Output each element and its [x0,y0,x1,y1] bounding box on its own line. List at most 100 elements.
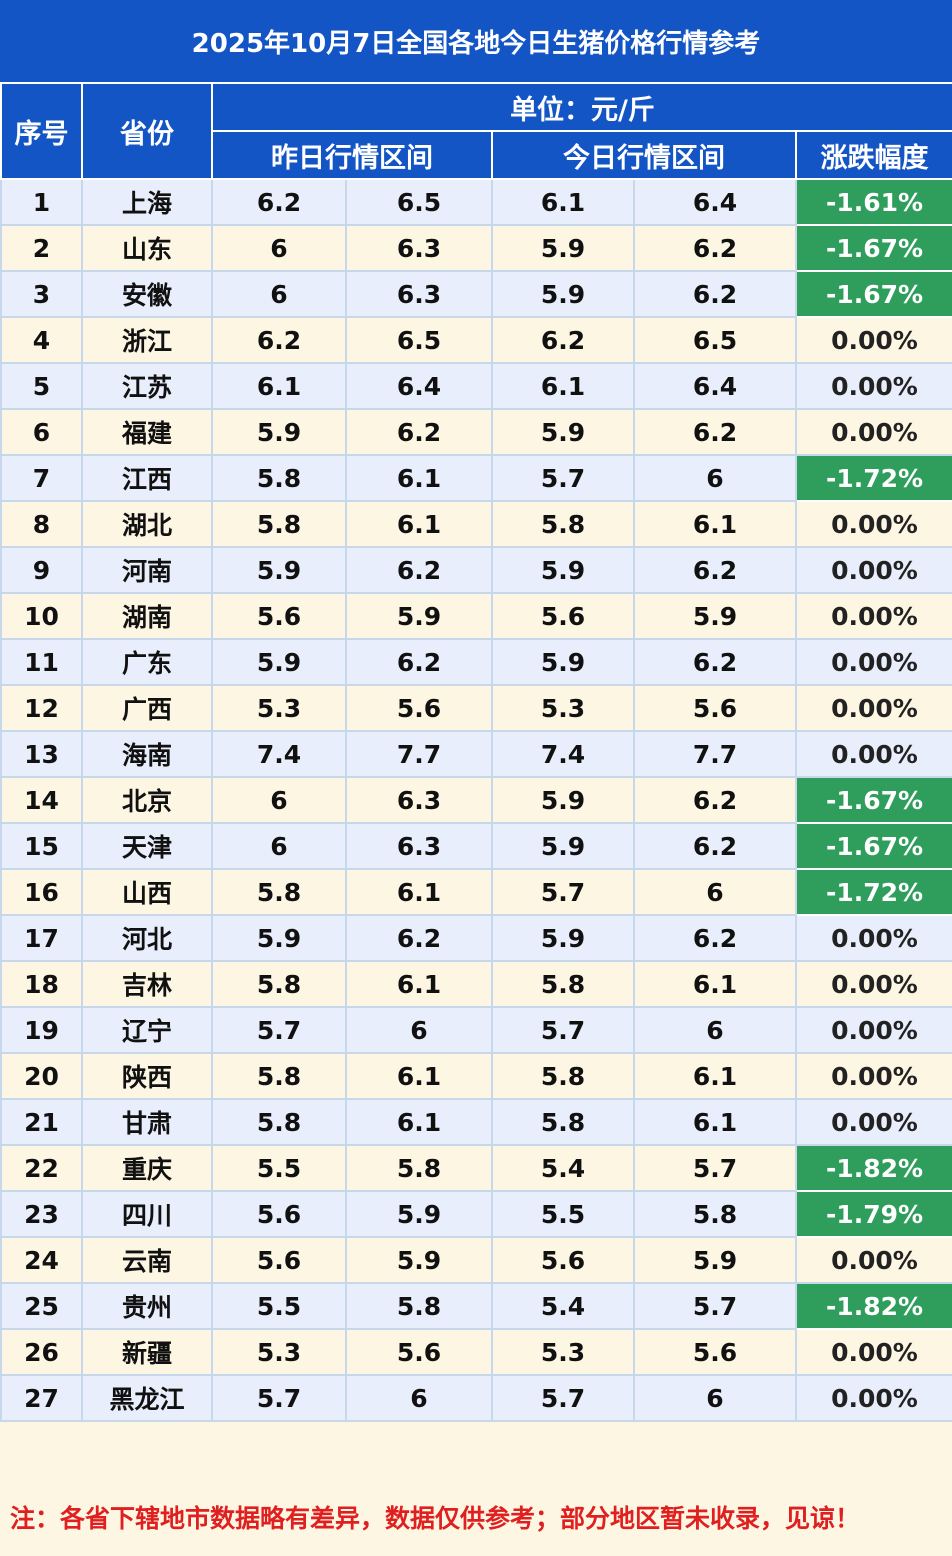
today-high-cell: 5.8 [633,1190,797,1238]
seq-cell: 8 [0,500,83,548]
today-high-cell: 6.2 [633,546,797,594]
today-high-cell: 6.4 [633,178,797,226]
province-cell: 福建 [81,408,213,456]
today-high-cell: 6 [633,1006,797,1054]
today-high-cell: 6.2 [633,270,797,318]
seq-cell: 21 [0,1098,83,1146]
seq-cell: 9 [0,546,83,594]
seq-cell: 26 [0,1328,83,1376]
yesterday-high-cell: 6 [345,1374,493,1422]
today-low-cell: 5.7 [491,454,635,502]
header-seq: 序号 [0,82,83,180]
change-cell: -1.72% [795,454,952,502]
header-yesterday-range: 昨日行情区间 [211,130,493,180]
today-high-cell: 6.1 [633,960,797,1008]
change-cell: 0.00% [795,500,952,548]
table-row: 21 甘肃 5.8 6.1 5.8 6.1 0.00% [0,1098,952,1146]
province-cell: 海南 [81,730,213,778]
today-low-cell: 6.2 [491,316,635,364]
seq-cell: 13 [0,730,83,778]
yesterday-low-cell: 5.8 [211,454,347,502]
table-row: 11 广东 5.9 6.2 5.9 6.2 0.00% [0,638,952,686]
table-row: 23 四川 5.6 5.9 5.5 5.8 -1.79% [0,1190,952,1238]
province-cell: 浙江 [81,316,213,364]
table-row: 20 陕西 5.8 6.1 5.8 6.1 0.00% [0,1052,952,1100]
yesterday-high-cell: 6.1 [345,960,493,1008]
seq-cell: 1 [0,178,83,226]
header-province: 省份 [81,82,213,180]
today-low-cell: 5.3 [491,1328,635,1376]
yesterday-high-cell: 5.6 [345,684,493,732]
table-row: 12 广西 5.3 5.6 5.3 5.6 0.00% [0,684,952,732]
today-low-cell: 5.6 [491,592,635,640]
today-high-cell: 5.7 [633,1144,797,1192]
yesterday-low-cell: 5.8 [211,1098,347,1146]
yesterday-high-cell: 6.4 [345,362,493,410]
yesterday-low-cell: 5.6 [211,1190,347,1238]
seq-cell: 19 [0,1006,83,1054]
today-high-cell: 6.1 [633,1052,797,1100]
today-low-cell: 5.9 [491,408,635,456]
today-high-cell: 5.9 [633,1236,797,1284]
seq-cell: 24 [0,1236,83,1284]
seq-cell: 20 [0,1052,83,1100]
seq-cell: 3 [0,270,83,318]
yesterday-high-cell: 6.3 [345,224,493,272]
today-low-cell: 5.7 [491,1006,635,1054]
seq-cell: 25 [0,1282,83,1330]
change-cell: 0.00% [795,592,952,640]
province-cell: 广西 [81,684,213,732]
yesterday-low-cell: 5.7 [211,1006,347,1054]
seq-cell: 14 [0,776,83,824]
province-cell: 湖北 [81,500,213,548]
seq-cell: 22 [0,1144,83,1192]
change-cell: 0.00% [795,914,952,962]
yesterday-high-cell: 6.3 [345,776,493,824]
today-low-cell: 5.8 [491,500,635,548]
yesterday-low-cell: 6.1 [211,362,347,410]
change-cell: 0.00% [795,1236,952,1284]
province-cell: 新疆 [81,1328,213,1376]
change-cell: 0.00% [795,1098,952,1146]
province-cell: 天津 [81,822,213,870]
today-high-cell: 6.2 [633,638,797,686]
today-low-cell: 5.8 [491,1052,635,1100]
table-row: 10 湖南 5.6 5.9 5.6 5.9 0.00% [0,592,952,640]
change-cell: 0.00% [795,960,952,1008]
yesterday-low-cell: 5.6 [211,592,347,640]
page-title: 2025年10月7日全国各地今日生猪价格行情参考 [0,0,952,82]
table-row: 26 新疆 5.3 5.6 5.3 5.6 0.00% [0,1328,952,1376]
today-low-cell: 5.7 [491,868,635,916]
province-cell: 吉林 [81,960,213,1008]
seq-cell: 27 [0,1374,83,1422]
yesterday-high-cell: 6.2 [345,408,493,456]
province-cell: 黑龙江 [81,1374,213,1422]
yesterday-high-cell: 7.7 [345,730,493,778]
today-low-cell: 5.6 [491,1236,635,1284]
yesterday-low-cell: 6.2 [211,178,347,226]
table-row: 17 河北 5.9 6.2 5.9 6.2 0.00% [0,914,952,962]
seq-cell: 2 [0,224,83,272]
change-cell: -1.67% [795,776,952,824]
price-table: 序号 省份 单位：元/斤 昨日行情区间 今日行情区间 涨跌幅度 1 上海 6.2 6.… [0,82,952,1422]
province-cell: 河南 [81,546,213,594]
province-cell: 四川 [81,1190,213,1238]
province-cell: 安徽 [81,270,213,318]
seq-cell: 5 [0,362,83,410]
today-high-cell: 7.7 [633,730,797,778]
today-low-cell: 5.9 [491,776,635,824]
yesterday-low-cell: 6 [211,776,347,824]
today-high-cell: 6.2 [633,822,797,870]
yesterday-low-cell: 5.9 [211,546,347,594]
yesterday-high-cell: 6.1 [345,454,493,502]
today-high-cell: 6.2 [633,914,797,962]
today-high-cell: 6 [633,454,797,502]
province-cell: 广东 [81,638,213,686]
today-low-cell: 5.9 [491,822,635,870]
seq-cell: 17 [0,914,83,962]
change-cell: 0.00% [795,638,952,686]
table-row: 24 云南 5.6 5.9 5.6 5.9 0.00% [0,1236,952,1284]
today-high-cell: 6.2 [633,224,797,272]
change-cell: 0.00% [795,1328,952,1376]
table-row: 22 重庆 5.5 5.8 5.4 5.7 -1.82% [0,1144,952,1192]
